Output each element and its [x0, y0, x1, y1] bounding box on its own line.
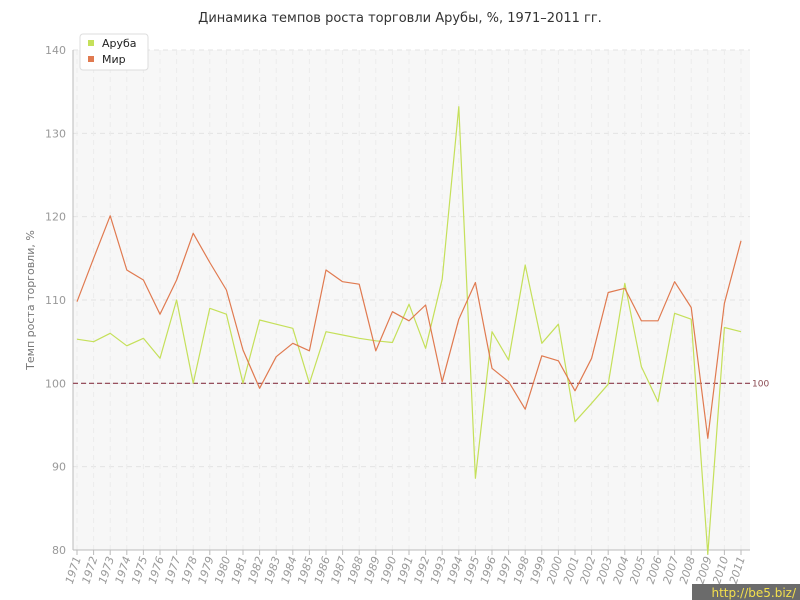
y-tick-label: 100 — [45, 377, 66, 390]
y-tick-label: 80 — [52, 544, 66, 557]
series-line-aruba — [76, 106, 742, 555]
legend-label-aruba: Аруба — [102, 37, 137, 50]
legend: Аруба Мир — [79, 33, 149, 71]
series-line-world — [76, 215, 742, 439]
y-tick-label: 110 — [45, 294, 66, 307]
watermark: http://be5.biz/ — [692, 584, 800, 600]
legend-swatch-world — [88, 56, 94, 62]
legend-label-world: Мир — [102, 53, 126, 66]
chart-title: Динамика темпов роста торговли Арубы, %,… — [198, 11, 602, 26]
y-tick-label: 90 — [52, 461, 66, 474]
watermark-background — [692, 584, 800, 600]
y-tick-label: 120 — [45, 211, 66, 224]
legend-box — [79, 33, 149, 71]
reference-line-label: 100 — [752, 379, 769, 389]
reference-line-group: 100 — [73, 379, 769, 389]
y-axis-label: Темп роста торговли, % — [24, 230, 37, 371]
legend-swatch-aruba — [88, 40, 94, 46]
watermark-text: http://be5.biz/ — [711, 586, 796, 600]
y-tick-label: 140 — [45, 44, 66, 57]
series-group — [76, 106, 742, 555]
y-tick-label: 130 — [45, 127, 66, 140]
y-axis-ticks: 80 90 100 110 120 130 140 — [45, 44, 66, 557]
